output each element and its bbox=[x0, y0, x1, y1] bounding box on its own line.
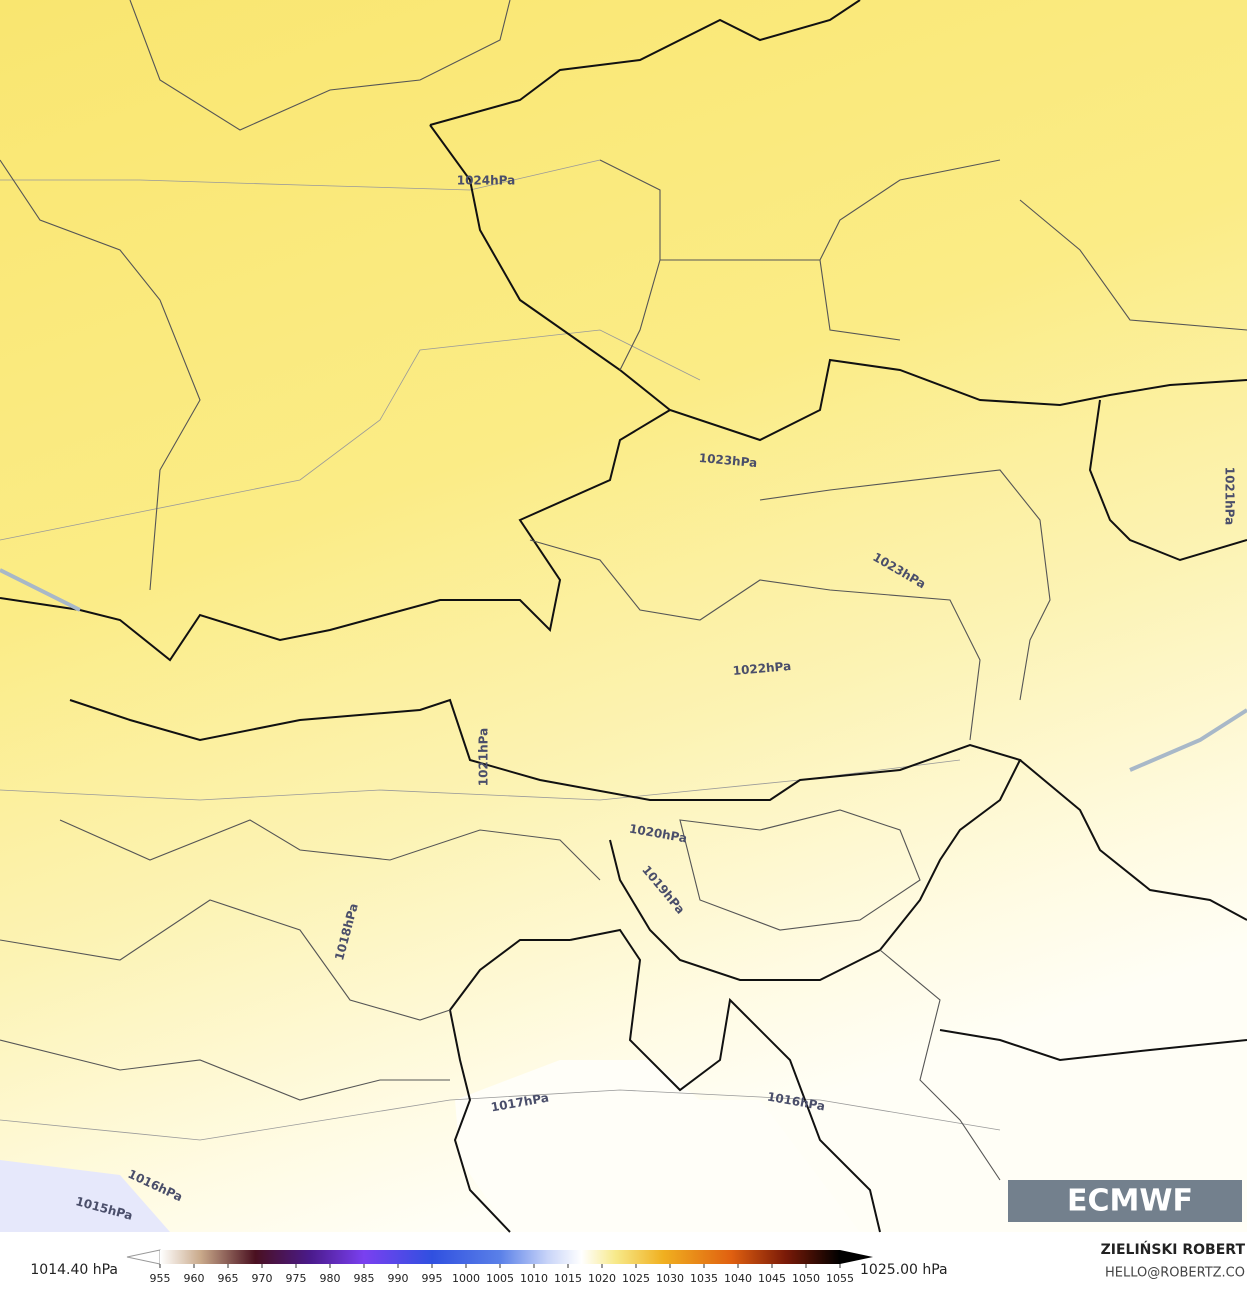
region bbox=[679, 809, 921, 931]
contour-label: 1024hPa bbox=[457, 174, 516, 188]
colorbar-tick-label: 1050 bbox=[792, 1272, 820, 1285]
colorbar-tick-label: 1005 bbox=[486, 1272, 514, 1285]
contour-label: 1021hPa bbox=[1223, 467, 1237, 526]
colorbar-tick-label: 1035 bbox=[690, 1272, 718, 1285]
colorbar-tick-label: 1040 bbox=[724, 1272, 752, 1285]
colorbar-tick-label: 1015 bbox=[554, 1272, 582, 1285]
logo-box bbox=[1008, 1180, 1242, 1222]
region bbox=[0, 899, 451, 1021]
river bbox=[1129, 708, 1247, 772]
min-label: 1014.40 hPa bbox=[30, 1262, 118, 1278]
email: HELLO@ROBERTZ.CO bbox=[1105, 1266, 1245, 1281]
colorbar-tick-label: 985 bbox=[354, 1272, 375, 1285]
border bbox=[1019, 759, 1247, 921]
colorbar-tick-label: 980 bbox=[320, 1272, 341, 1285]
contour-label: 1022hPa bbox=[732, 659, 792, 678]
map: 1024hPa1023hPa1023hPa1022hPa1021hPa1021h… bbox=[0, 0, 1247, 1233]
border bbox=[69, 698, 1022, 981]
sea bbox=[455, 1060, 860, 1232]
colorbar-tick-label: 1000 bbox=[452, 1272, 480, 1285]
colorbar-tick-label: 960 bbox=[184, 1272, 205, 1285]
region bbox=[819, 259, 901, 341]
colorbar-high-arrow bbox=[840, 1250, 873, 1264]
coast bbox=[569, 928, 881, 1233]
region bbox=[529, 539, 981, 741]
colorbar-low-arrow bbox=[126, 1249, 161, 1265]
colorbar-tick-label: 955 bbox=[150, 1272, 171, 1285]
low-area bbox=[0, 1160, 170, 1232]
colorbar: 1014.40 hPa 1025.00 hPa 955 960 965 970 975 9… bbox=[30, 1240, 1245, 1285]
pressure-field bbox=[0, 0, 1247, 1232]
logo-text: ECMWF bbox=[1067, 1184, 1193, 1219]
author: ZIELIŃSKI ROBERT bbox=[1101, 1240, 1246, 1258]
region bbox=[879, 949, 1001, 1181]
colorbar-tick-label: 1055 bbox=[826, 1272, 854, 1285]
region bbox=[619, 259, 661, 371]
colorbar-tick-label: 990 bbox=[388, 1272, 409, 1285]
border bbox=[429, 124, 1247, 442]
colorbar-tick-label: 1045 bbox=[758, 1272, 786, 1285]
colorbar-tick-label: 1030 bbox=[656, 1272, 684, 1285]
region bbox=[0, 159, 201, 591]
region bbox=[759, 469, 1051, 701]
colorbar-bar bbox=[160, 1250, 840, 1264]
border bbox=[429, 0, 861, 126]
border bbox=[1088, 399, 1247, 562]
region bbox=[1019, 199, 1247, 331]
max-label: 1025.00 hPa bbox=[860, 1262, 948, 1278]
isobar bbox=[0, 159, 601, 191]
region bbox=[0, 1039, 450, 1101]
border bbox=[939, 1029, 1247, 1062]
colorbar-tick-label: 975 bbox=[286, 1272, 307, 1285]
contour-label: 1023hPa bbox=[698, 451, 758, 470]
colorbar-tick-label: 1010 bbox=[520, 1272, 548, 1285]
region bbox=[59, 819, 601, 881]
lake bbox=[0, 568, 81, 612]
colorbar-tick-label: 970 bbox=[252, 1272, 273, 1285]
region bbox=[129, 0, 511, 131]
logo: ECMWF bbox=[1008, 1180, 1242, 1222]
colorbar-tick-label: 965 bbox=[218, 1272, 239, 1285]
colorbar-tick-label: 1025 bbox=[622, 1272, 650, 1285]
coast bbox=[448, 939, 570, 1233]
colorbar-tick-label: 995 bbox=[422, 1272, 443, 1285]
contour-label: 1021hPa bbox=[477, 728, 491, 787]
colorbar-tick-label: 1020 bbox=[588, 1272, 616, 1285]
isobar bbox=[0, 1089, 1001, 1141]
isobar bbox=[0, 329, 701, 541]
border bbox=[0, 409, 671, 662]
